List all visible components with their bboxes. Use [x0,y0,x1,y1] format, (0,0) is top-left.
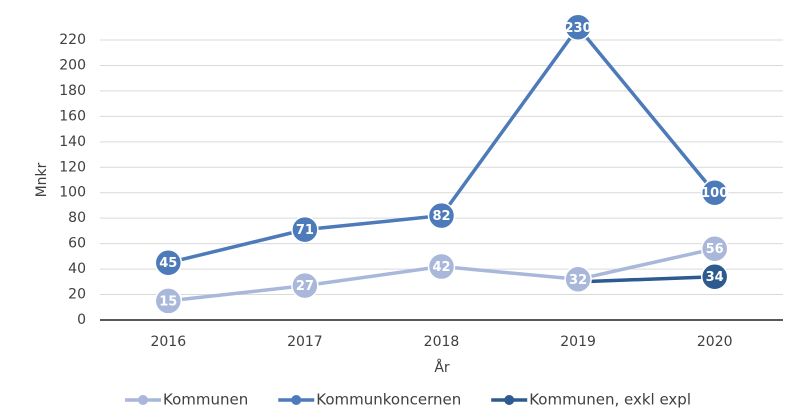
value-label: 45 [159,256,177,271]
value-label: 32 [569,273,587,288]
marker [564,13,592,42]
value-label: 82 [432,209,450,224]
y-tick-label: 120 [59,159,86,175]
x-tick-label: 2020 [697,334,733,350]
y-tick-label: 80 [68,210,86,226]
value-label: 56 [706,242,724,257]
marker [427,252,456,281]
legend-marker [504,395,515,405]
y-tick-label: 140 [59,134,86,150]
y-tick-label: 200 [59,57,86,73]
line [578,274,715,284]
legend-marker [138,395,148,405]
marker [700,178,729,207]
marker [700,262,729,291]
legend-label: Kommunen [163,391,248,409]
value-label: 42 [432,260,450,275]
value-label: 100 [701,186,728,201]
x-tick-label: 2018 [424,334,460,350]
value-label: 34 [706,270,724,285]
y-tick-label: 220 [59,32,86,48]
legend-marker [291,395,302,405]
y-tick-label: 60 [68,236,86,252]
y-tick-label: 0 [77,312,86,328]
legend-label: Kommunkoncernen [316,391,461,409]
marker [427,201,456,230]
x-tick-label: 2017 [287,334,323,350]
marker [154,287,183,315]
value-label: 71 [296,223,314,238]
marker [700,234,729,263]
y-tick-label: 180 [59,83,86,99]
y-tick-label: 40 [68,261,86,277]
y-tick-label: 20 [68,287,86,303]
marker [154,248,183,277]
value-label: 27 [296,279,314,294]
marker [564,265,592,294]
x-tick-label: 2016 [150,334,186,350]
x-axis-label: År [434,359,450,376]
marker [291,271,319,300]
x-tick-label: 2019 [560,334,596,350]
y-tick-label: 100 [59,185,86,201]
y-axis-label: Mnkr [34,162,50,197]
marker [291,215,319,244]
value-label: 15 [159,294,177,309]
y-tick-label: 160 [59,108,86,124]
value-label: 230 [565,21,592,36]
legend-label: Kommunen, exkl expl [529,391,691,409]
